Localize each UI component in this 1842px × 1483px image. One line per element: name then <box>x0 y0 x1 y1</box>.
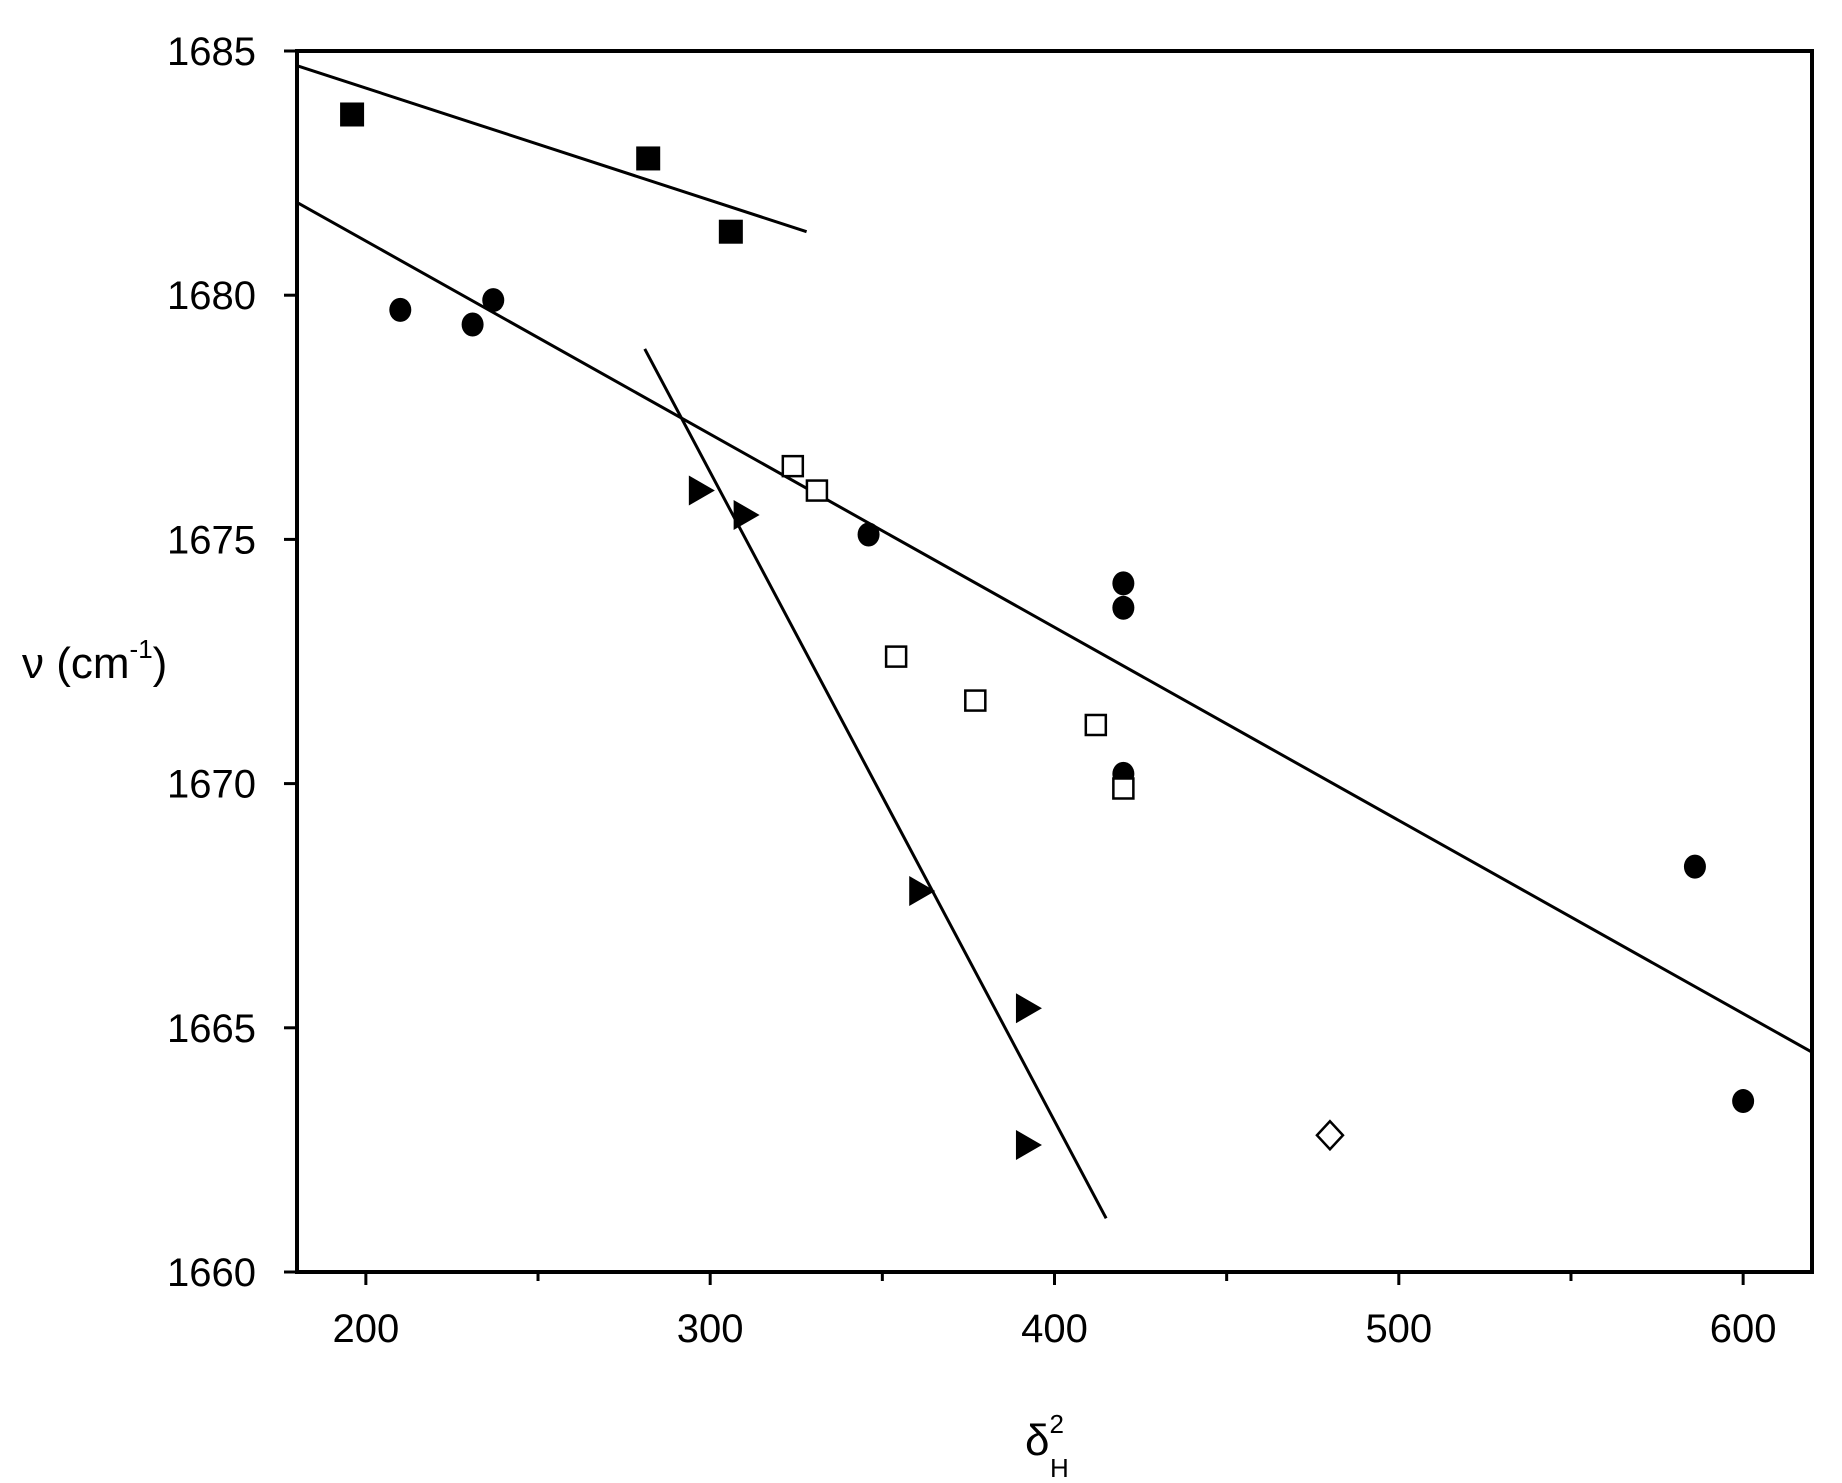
y-axis-title-prefix: ν (cm <box>22 639 130 688</box>
data-points <box>340 102 1755 1161</box>
fit-lines <box>296 64 1813 1219</box>
y-tick-label-1685: 1685 <box>167 30 256 74</box>
filled-circle-point-3 <box>482 288 505 313</box>
x-axis-title-sup: 2 <box>1050 1409 1064 1439</box>
fit-line-2 <box>296 201 1813 1054</box>
filled-triangle-right-point-5 <box>1015 1130 1042 1161</box>
filled-circle-point-5 <box>1112 571 1135 596</box>
filled-triangle-right-point-4 <box>1015 993 1042 1024</box>
y-axis-title: ν (cm-1) <box>22 634 167 688</box>
filled-circle-point-6 <box>1112 595 1135 620</box>
x-tick-label-200: 200 <box>332 1307 399 1351</box>
x-axis-title-sub: H <box>1050 1453 1069 1483</box>
open-square-point-4 <box>964 689 987 712</box>
open-square-point-3 <box>884 645 908 668</box>
y-tick-label-1675: 1675 <box>167 518 256 562</box>
open-square-point-2 <box>805 479 829 502</box>
filled-square-point-1 <box>340 102 365 127</box>
y-tick-label-1665: 1665 <box>167 1007 256 1051</box>
open-square-point-1 <box>781 454 805 478</box>
x-tick-label-500: 500 <box>1365 1307 1432 1351</box>
filled-triangle-right-point-3 <box>909 876 936 907</box>
filled-circle-point-1 <box>389 297 412 322</box>
y-axis: 1660 1665 1670 1675 1680 1685 <box>167 30 297 1295</box>
fit-line-1 <box>296 64 808 234</box>
x-tick-label-600: 600 <box>1710 1307 1777 1351</box>
x-tick-label-400: 400 <box>1021 1307 1088 1351</box>
x-tick-label-300: 300 <box>677 1307 744 1351</box>
filled-triangle-right-point-1 <box>688 475 715 506</box>
open-diamond-point-1 <box>1315 1119 1345 1152</box>
filled-circle-point-2 <box>461 312 484 337</box>
open-square-point-6 <box>1112 777 1135 800</box>
filled-circle-point-9 <box>1732 1089 1755 1114</box>
y-tick-label-1680: 1680 <box>167 274 256 318</box>
filled-circle-point-8 <box>1683 854 1706 879</box>
x-axis-title: δ2 H <box>1025 1409 1069 1483</box>
x-axis-title-base: δ <box>1025 1416 1050 1465</box>
filled-triangle-right-point-2 <box>733 499 760 530</box>
y-axis-title-sup: -1 <box>130 634 153 664</box>
y-axis-title-suffix: ) <box>153 639 168 688</box>
filled-square-point-3 <box>718 219 743 244</box>
open-square-point-5 <box>1084 713 1108 737</box>
y-tick-label-1660: 1660 <box>167 1251 256 1295</box>
y-tick-label-1670: 1670 <box>167 763 256 807</box>
filled-circle-point-4 <box>857 522 880 547</box>
fit-line-3 <box>643 348 1108 1219</box>
filled-square-point-2 <box>636 146 661 171</box>
plot-frame <box>295 49 1814 1274</box>
x-axis: 200 300 400 500 600 <box>332 1272 1777 1351</box>
